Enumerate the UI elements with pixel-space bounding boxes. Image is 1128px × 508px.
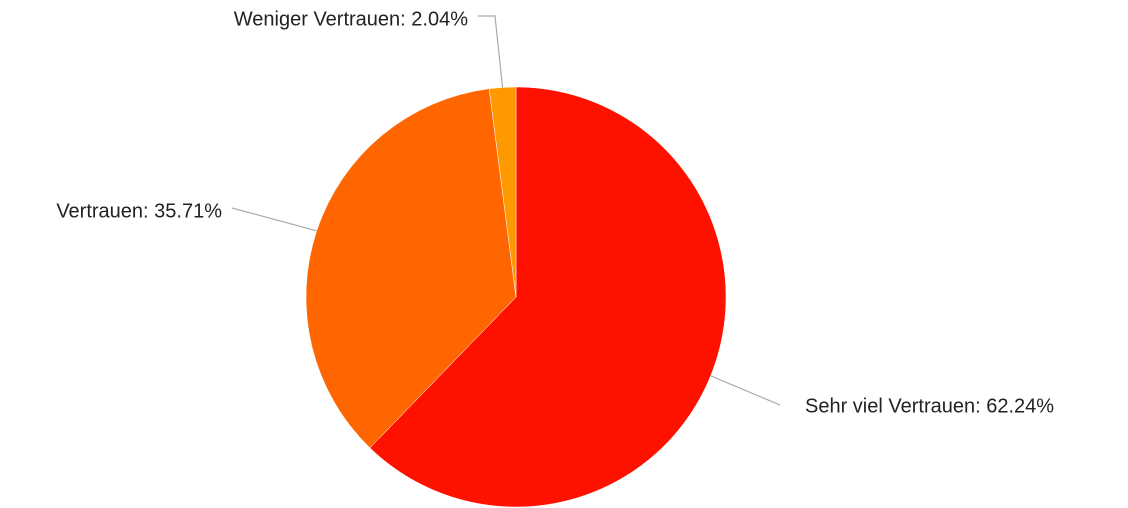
pie-slice — [488, 86, 517, 298]
leader-line — [231, 207, 317, 232]
pie-slice — [305, 88, 517, 449]
slice-label: Weniger Vertrauen: 2.04% — [234, 8, 468, 30]
leader-line — [710, 375, 781, 406]
slice-label: Sehr viel Vertrauen: 62.24% — [805, 395, 1054, 417]
leader-line — [478, 15, 504, 88]
slice-label: Vertrauen: 35.71% — [56, 200, 222, 222]
pie-slice — [369, 86, 727, 508]
